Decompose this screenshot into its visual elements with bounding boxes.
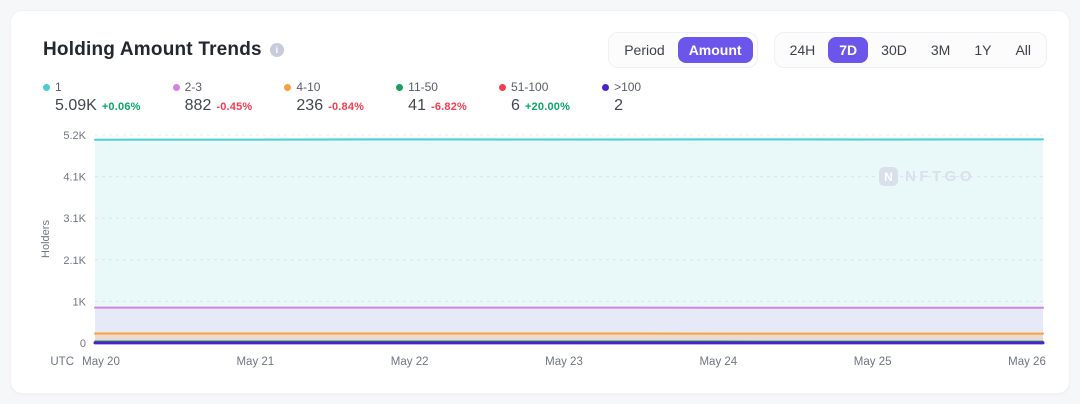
legend-label: 11-50 [408,80,438,94]
legend-dot [43,83,50,91]
svg-text:0: 0 [80,338,86,350]
legend-change: -0.84% [328,101,365,113]
legend-item-2-3[interactable]: 2-3 882 -0.45% [172,80,253,115]
legend-label: 51-100 [511,80,549,94]
svg-text:May 23: May 23 [545,356,583,368]
legend-dot [172,83,180,91]
svg-text:May 25: May 25 [854,356,892,368]
holdings-chart: 0 1K 2.1K 3.1K 4.1K 5.2K May 20 May 21 May 22 May… [40,130,1046,368]
legend-dot [396,83,404,91]
svg-text:May 21: May 21 [236,356,274,368]
legend-dot [602,83,610,91]
svg-text:1K: 1K [73,296,87,308]
mode-toggle-group: Period Amount [608,32,758,68]
legend-item-gt100[interactable]: >100 2 [602,80,641,115]
svg-text:4.1K: 4.1K [63,172,86,184]
svg-text:5.2K: 5.2K [63,130,86,142]
page-title: Holding Amount Trends [43,39,262,60]
svg-text:Holders: Holders [40,220,52,258]
range-all-button[interactable]: All [1004,37,1042,63]
legend-item-51-100[interactable]: 51-100 6 +20.00% [499,80,570,115]
legend-value: 6 [511,97,520,114]
legend-dot [499,83,507,91]
toggle-amount-button[interactable]: Amount [677,37,753,63]
range-7d-button[interactable]: 7D [828,37,869,63]
range-1y-button[interactable]: 1Y [963,37,1002,63]
legend-change: -0.45% [216,101,253,113]
legend-item-1[interactable]: 1 5.09K +0.06% [43,80,141,115]
toggle-period-button[interactable]: Period [613,37,675,63]
svg-text:May 22: May 22 [391,356,429,368]
range-3m-button[interactable]: 3M [920,37,961,63]
title-wrap: Holding Amount Trends i [43,39,284,61]
legend-value: 882 [184,97,212,114]
legend-label: 2-3 [184,80,202,94]
legend-value: 41 [408,97,426,114]
info-icon[interactable]: i [269,43,284,57]
time-range-group: 24H 7D 30D 3M 1Y All [773,32,1047,68]
legend-value: 2 [614,97,623,114]
legend-item-11-50[interactable]: 11-50 41 -6.82% [396,80,467,115]
legend-label: 4-10 [296,80,321,94]
legend-change: -6.82% [430,101,468,113]
legend-value: 5.09K [55,97,97,114]
range-24h-button[interactable]: 24H [779,37,827,63]
chart-area: 0 1K 2.1K 3.1K 4.1K 5.2K May 20 May 21 May 22 May… [23,125,1055,375]
svg-text:UTC: UTC [50,356,74,368]
legend-label: 1 [55,80,62,94]
svg-text:May 24: May 24 [699,356,737,368]
svg-text:May 26: May 26 [1008,356,1046,368]
svg-text:3.1K: 3.1K [63,213,86,225]
svg-text:May 20: May 20 [82,356,120,368]
legend-change: +0.06% [101,101,141,113]
legend-value: 236 [296,97,324,114]
legend-item-4-10[interactable]: 4-10 236 -0.84% [284,80,364,115]
legend-label: >100 [614,80,642,94]
legend-dot [284,83,292,91]
range-30d-button[interactable]: 30D [870,37,918,63]
card-header: Holding Amount Trends i Period Amount 24… [11,11,1069,72]
holding-amount-trends-card: Holding Amount Trends i Period Amount 24… [10,10,1070,394]
header-controls: Period Amount 24H 7D 30D 3M 1Y All [608,32,1047,68]
svg-text:2.1K: 2.1K [63,255,86,267]
chart-legend: 1 5.09K +0.06% 2-3 882 -0.45% 4-10 2 [11,72,1069,115]
legend-change: +20.00% [524,101,571,113]
